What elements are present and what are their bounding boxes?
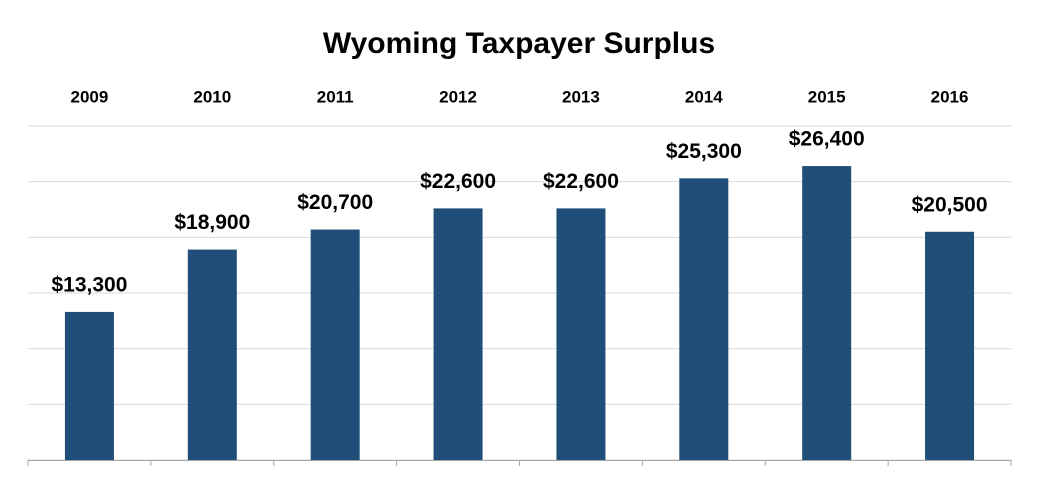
value-label: $20,700 <box>297 191 373 214</box>
bar <box>64 311 114 460</box>
x-tick-label: 2014 <box>685 87 723 106</box>
value-label: $25,300 <box>666 140 742 163</box>
value-label: $26,400 <box>789 128 865 151</box>
x-tick-label: 2011 <box>317 87 354 106</box>
value-label: $18,900 <box>174 211 250 234</box>
bar <box>925 231 975 460</box>
value-label: $22,600 <box>420 170 496 193</box>
bar <box>310 229 360 460</box>
value-label: $22,600 <box>543 170 619 193</box>
bar <box>556 208 606 460</box>
chart-title: Wyoming Taxpayer Surplus <box>323 27 715 60</box>
bar <box>802 166 852 460</box>
x-tick-label: 2016 <box>931 87 969 106</box>
bar <box>679 178 729 460</box>
x-tick-label: 2009 <box>71 87 109 106</box>
x-tick-label: 2012 <box>439 87 477 106</box>
value-label: $13,300 <box>51 273 127 296</box>
x-tick-label: 2013 <box>562 87 600 106</box>
bar <box>187 249 237 460</box>
value-label: $20,500 <box>912 193 988 216</box>
bar <box>433 208 483 460</box>
x-tick-label: 2010 <box>193 87 231 106</box>
x-tick-label: 2015 <box>808 87 846 106</box>
